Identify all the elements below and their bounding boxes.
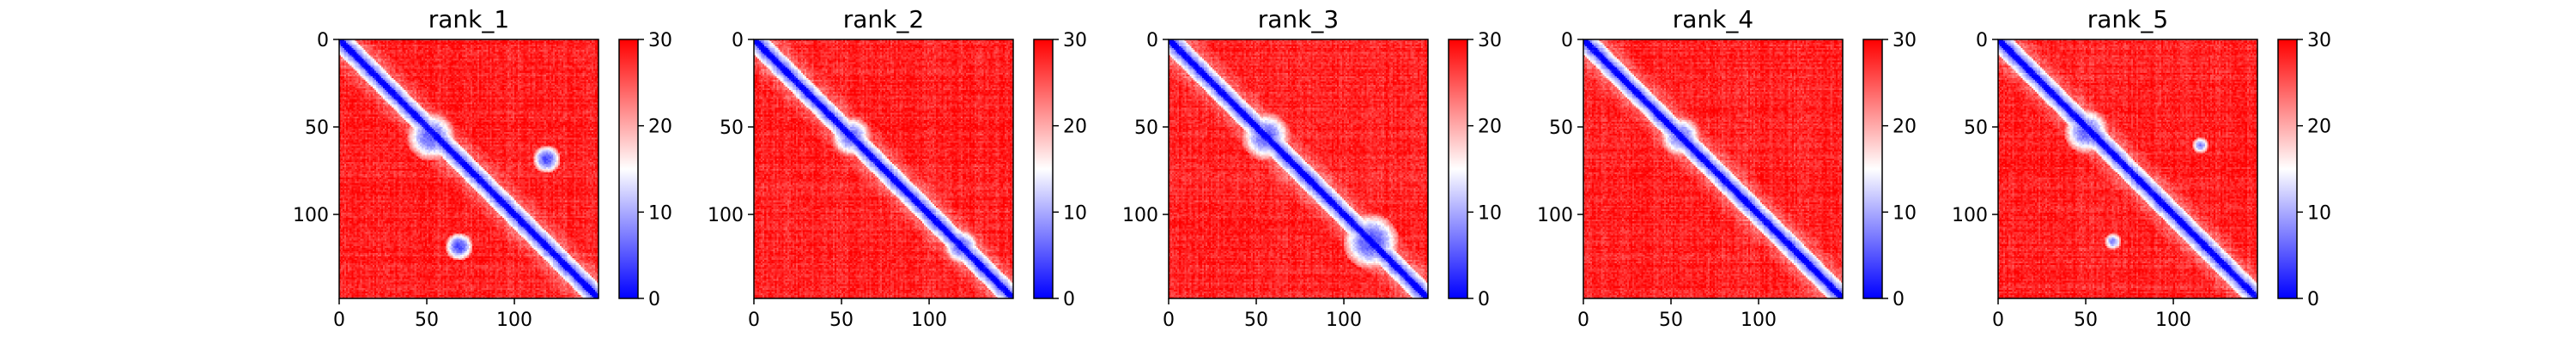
x-tick-label: 100 bbox=[496, 310, 532, 331]
heatmap-panel-4: rank_4 0 50 100 0 50 100 0 10 20 30 bbox=[1537, 5, 1917, 331]
y-tick-label: 50 bbox=[1134, 117, 1158, 139]
panel-title: rank_1 bbox=[428, 5, 509, 33]
x-tick-label: 0 bbox=[748, 310, 760, 331]
colorbar bbox=[2277, 39, 2298, 299]
heatmap-image bbox=[1998, 39, 2257, 298]
colorbar-tick-label: 10 bbox=[2307, 202, 2331, 224]
plot-frame bbox=[753, 39, 1014, 299]
colorbar-tick-label: 30 bbox=[1893, 30, 1917, 51]
panel-title: rank_2 bbox=[843, 5, 924, 33]
x-tick-label: 100 bbox=[911, 310, 947, 331]
plot-frame bbox=[1583, 39, 1844, 299]
heatmap-panel-2: rank_2 0 50 100 0 50 100 0 10 20 30 bbox=[708, 5, 1087, 331]
colorbar-tick-label: 0 bbox=[1063, 289, 1075, 310]
colorbar-tick-label: 20 bbox=[648, 117, 672, 138]
plot-frame bbox=[1997, 39, 2258, 299]
y-tick-label: 100 bbox=[293, 205, 329, 226]
x-tick-label: 0 bbox=[333, 310, 345, 331]
colorbar-tick-label: 30 bbox=[648, 30, 672, 51]
colorbar-tick-label: 10 bbox=[648, 202, 672, 224]
heatmap-image bbox=[339, 39, 598, 298]
colorbar-tick-label: 10 bbox=[1893, 202, 1917, 224]
colorbar bbox=[1448, 39, 1468, 299]
x-tick-label: 0 bbox=[1163, 310, 1175, 331]
y-tick-label: 100 bbox=[708, 205, 744, 226]
panel-title: rank_4 bbox=[1673, 5, 1753, 33]
heatmap-panel-5: rank_5 0 50 100 0 50 100 0 10 20 30 bbox=[1952, 5, 2331, 331]
heatmap-image bbox=[754, 39, 1013, 298]
heatmap-panel-3: rank_3 0 50 100 0 50 100 0 10 20 30 bbox=[1122, 5, 1502, 331]
x-tick-label: 0 bbox=[1992, 310, 2004, 331]
colorbar-tick-label: 0 bbox=[2307, 289, 2319, 310]
x-tick-label: 0 bbox=[1577, 310, 1589, 331]
panel-title: rank_3 bbox=[1258, 5, 1339, 33]
y-tick-label: 50 bbox=[1964, 117, 1988, 139]
y-tick-label: 50 bbox=[1549, 117, 1573, 139]
x-tick-label: 100 bbox=[1326, 310, 1362, 331]
y-tick-label: 0 bbox=[1976, 30, 1988, 51]
y-tick-label: 0 bbox=[1146, 30, 1158, 51]
colorbar bbox=[1033, 39, 1054, 299]
colorbar-tick-label: 20 bbox=[1478, 117, 1502, 138]
heatmap-image bbox=[1583, 39, 1843, 298]
colorbar-tick-label: 30 bbox=[1478, 30, 1502, 51]
colorbar-tick-label: 0 bbox=[1893, 289, 1905, 310]
colorbar-tick-label: 0 bbox=[648, 289, 660, 310]
colorbar-tick-label: 10 bbox=[1063, 202, 1087, 224]
x-tick-label: 50 bbox=[1659, 310, 1683, 331]
y-tick-label: 100 bbox=[1952, 205, 1988, 226]
colorbar bbox=[618, 39, 639, 299]
colorbar-tick-label: 0 bbox=[1478, 289, 1490, 310]
y-tick-label: 100 bbox=[1122, 205, 1158, 226]
y-tick-label: 0 bbox=[1561, 30, 1573, 51]
plot-frame bbox=[338, 39, 599, 299]
y-tick-label: 50 bbox=[720, 117, 744, 139]
panel-title: rank_5 bbox=[2087, 5, 2168, 33]
y-tick-label: 50 bbox=[305, 117, 329, 139]
heatmap-image bbox=[1169, 39, 1428, 298]
x-tick-label: 100 bbox=[2155, 310, 2191, 331]
x-tick-label: 100 bbox=[1741, 310, 1777, 331]
heatmap-panel-1: rank_1 0 50 100 0 50 100 0 10 20 30 bbox=[293, 5, 672, 331]
plot-frame bbox=[1168, 39, 1429, 299]
colorbar-tick-label: 10 bbox=[1478, 202, 1502, 224]
colorbar-tick-label: 20 bbox=[1063, 117, 1087, 138]
x-tick-label: 50 bbox=[2074, 310, 2098, 331]
colorbar-tick-label: 20 bbox=[1893, 117, 1917, 138]
y-tick-label: 0 bbox=[317, 30, 329, 51]
colorbar-tick-label: 30 bbox=[1063, 30, 1087, 51]
y-tick-label: 100 bbox=[1537, 205, 1573, 226]
colorbar bbox=[1862, 39, 1883, 299]
x-tick-label: 50 bbox=[1244, 310, 1268, 331]
colorbar-tick-label: 20 bbox=[2307, 117, 2331, 138]
colorbar-tick-label: 30 bbox=[2307, 30, 2331, 51]
y-tick-label: 0 bbox=[732, 30, 744, 51]
x-tick-label: 50 bbox=[829, 310, 854, 331]
x-tick-label: 50 bbox=[415, 310, 439, 331]
